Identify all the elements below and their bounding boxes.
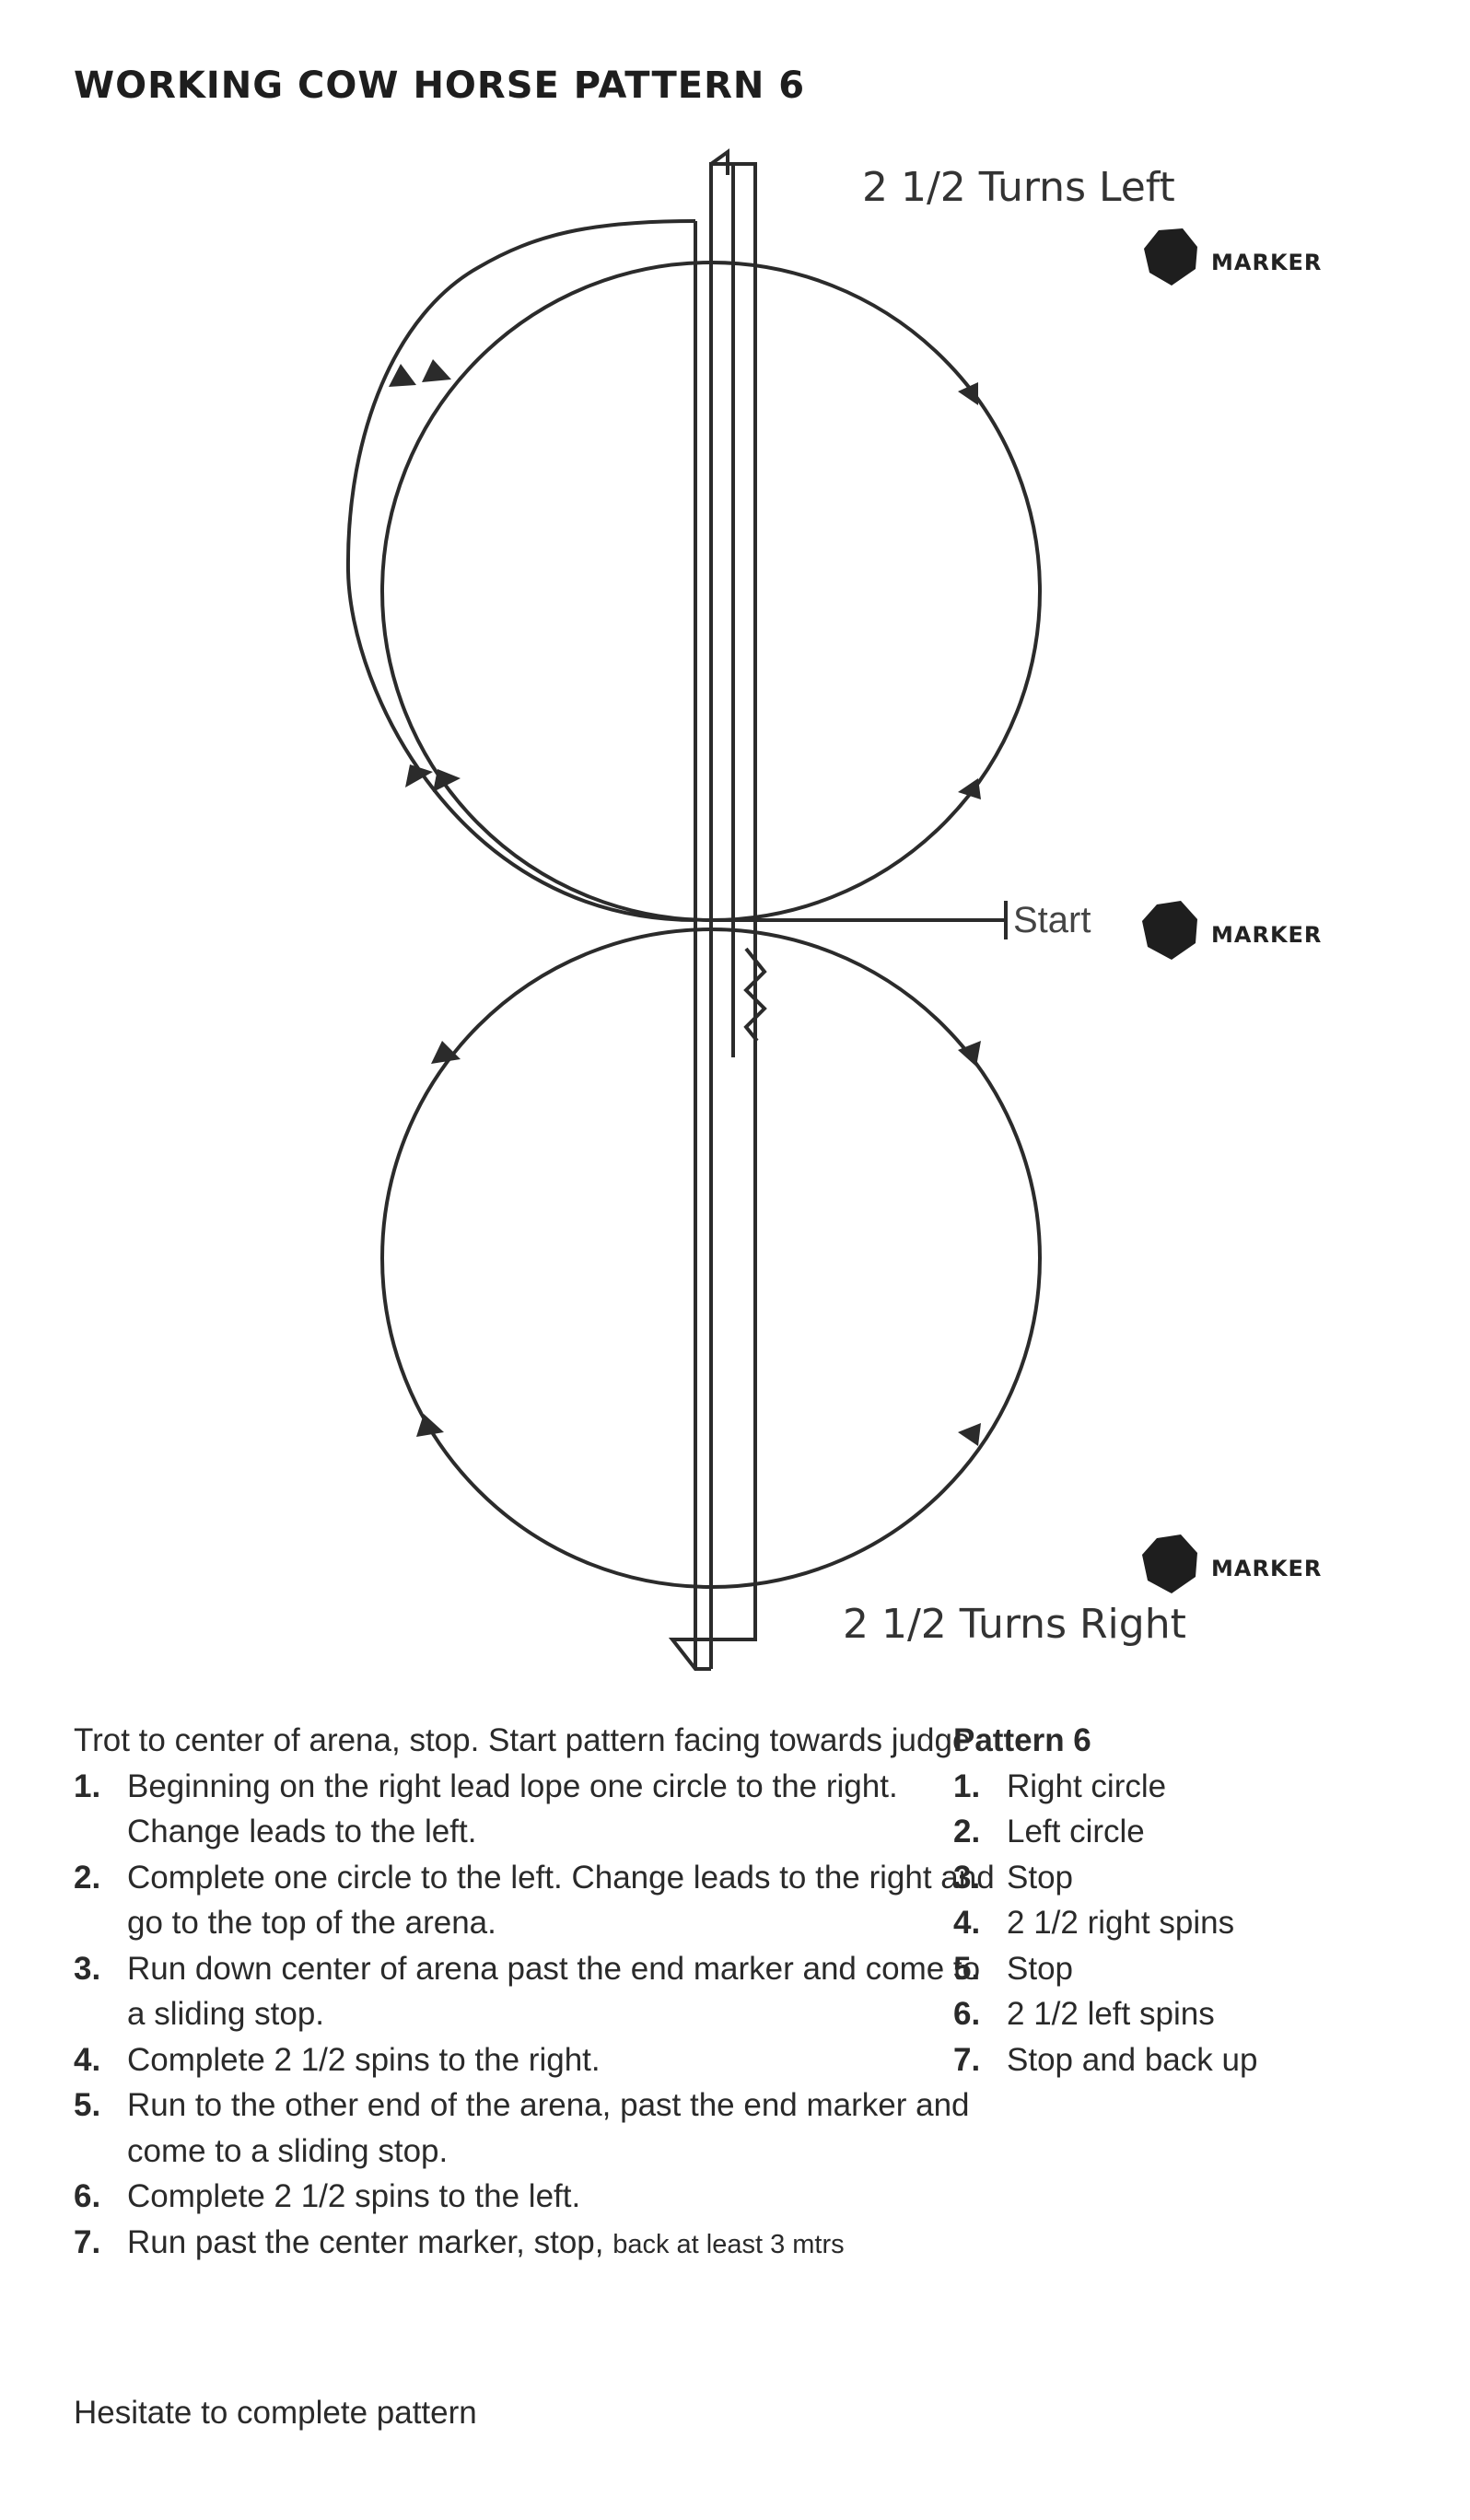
step-extra: back at least 3 mtrs xyxy=(612,2229,845,2259)
marker-bottom-label: MARKER xyxy=(1211,1556,1322,1581)
arrow-upper-left-top xyxy=(422,359,451,382)
step-6: 6. Complete 2 1/2 spins to the left. xyxy=(74,2174,995,2220)
summary-text: 2 1/2 right spins xyxy=(1007,1905,1235,1941)
step-number: 3. xyxy=(74,1950,101,1987)
summary-item: 7. Stop and back up xyxy=(953,2037,1414,2083)
step-number: 6. xyxy=(74,2178,101,2214)
pattern-diagram: MARKER MARKER MARKER 2 1/2 Turns Left 2 … xyxy=(345,148,1322,1671)
arrow-upper-right-bottom xyxy=(958,778,981,799)
arrow-lower-left-top xyxy=(431,1041,461,1064)
arrow-lower-right-bottom xyxy=(958,1423,981,1446)
step-7: 7. Run past the center marker, stop, back… xyxy=(74,2220,995,2269)
summary-heading: Pattern 6 xyxy=(953,1722,1091,1758)
page-title: WORKING COW HORSE PATTERN 6 xyxy=(74,64,806,107)
summary-item: 4. 2 1/2 right spins xyxy=(953,1900,1414,1946)
summary-item: 6. 2 1/2 left spins xyxy=(953,1991,1414,2037)
hexagon-marker-icon xyxy=(1142,901,1197,960)
summary-number: 6. xyxy=(953,1996,981,2032)
arrow-upper-left-bottom-2 xyxy=(433,769,461,792)
step-number: 4. xyxy=(74,2041,101,2078)
hexagon-marker-icon xyxy=(1144,228,1197,286)
step-2: 2. Complete one circle to the left. Chang… xyxy=(74,1855,995,1946)
step-3: 3. Run down center of arena past the end … xyxy=(74,1946,995,2037)
summary-number: 7. xyxy=(953,2041,981,2078)
step-text: Run down center of arena past the end ma… xyxy=(127,1950,981,2033)
marker-middle: MARKER xyxy=(1142,901,1322,960)
marker-bottom: MARKER xyxy=(1142,1534,1322,1593)
summary-item: 5. Stop xyxy=(953,1946,1414,1992)
instructions-intro: Trot to center of arena, stop. Start pat… xyxy=(74,1722,971,1758)
step-number: 1. xyxy=(74,1768,101,1804)
step-text: Beginning on the right lead lope one cir… xyxy=(127,1768,898,1850)
pattern-summary: Pattern 6 1. Right circle 2. Left circle 3… xyxy=(953,1718,1414,2082)
step-text: Run past the center marker, stop, xyxy=(127,2223,604,2260)
hexagon-marker-icon xyxy=(1142,1534,1197,1593)
step-number: 7. xyxy=(74,2223,101,2260)
summary-item: 2. Left circle xyxy=(953,1809,1414,1855)
step-number: 5. xyxy=(74,2087,101,2123)
summary-item: 1. Right circle xyxy=(953,1764,1414,1810)
summary-text: Stop xyxy=(1007,1859,1073,1896)
step-number: 2. xyxy=(74,1859,101,1896)
instructions: Trot to center of arena, stop. Start pat… xyxy=(74,1718,995,2268)
summary-number: 5. xyxy=(953,1950,981,1987)
step-5: 5. Run to the other end of the arena, pas… xyxy=(74,2082,995,2174)
step-text: Complete one circle to the left. Change … xyxy=(127,1859,995,1942)
summary-text: Stop xyxy=(1007,1950,1073,1987)
arrow-upper-right-top xyxy=(958,382,978,405)
step-1: 1. Beginning on the right lead lope one c… xyxy=(74,1764,995,1855)
top-turn-hook xyxy=(709,148,757,930)
summary-number: 2. xyxy=(953,1814,981,1849)
zigzag xyxy=(743,947,767,1043)
footer-note: Hesitate to complete pattern xyxy=(74,2395,477,2431)
step-text: Run to the other end of the arena, past … xyxy=(127,2087,970,2169)
summary-number: 1. xyxy=(953,1768,981,1804)
summary-text: 2 1/2 left spins xyxy=(1007,1996,1215,2032)
marker-top-label: MARKER xyxy=(1211,250,1322,275)
summary-number: 4. xyxy=(953,1905,981,1941)
arrow-upper-left-inner xyxy=(389,364,416,387)
arrow-upper-left-bottom xyxy=(405,764,433,788)
start-label: Start xyxy=(1013,900,1091,940)
outer-loop-path xyxy=(345,219,697,922)
summary-item: 3. Stop xyxy=(953,1855,1414,1901)
summary-text: Stop and back up xyxy=(1007,2041,1258,2078)
bottom-caption: 2 1/2 Turns Right xyxy=(843,1601,1186,1648)
top-caption: 2 1/2 Turns Left xyxy=(862,164,1175,211)
summary-number: 3. xyxy=(953,1859,981,1896)
marker-middle-label: MARKER xyxy=(1211,922,1322,948)
step-4: 4. Complete 2 1/2 spins to the right. xyxy=(74,2037,995,2083)
bottom-turn-hook xyxy=(668,930,757,1671)
marker-top: MARKER xyxy=(1144,228,1322,286)
step-text: Complete 2 1/2 spins to the right. xyxy=(127,2041,601,2078)
center-run-top xyxy=(709,162,735,1669)
step-text: Complete 2 1/2 spins to the left. xyxy=(127,2178,581,2214)
summary-text: Right circle xyxy=(1007,1768,1167,1804)
arrow-lower-right-top xyxy=(958,1041,981,1067)
arrow-lower-left-bottom xyxy=(416,1414,444,1437)
summary-text: Left circle xyxy=(1007,1814,1145,1849)
